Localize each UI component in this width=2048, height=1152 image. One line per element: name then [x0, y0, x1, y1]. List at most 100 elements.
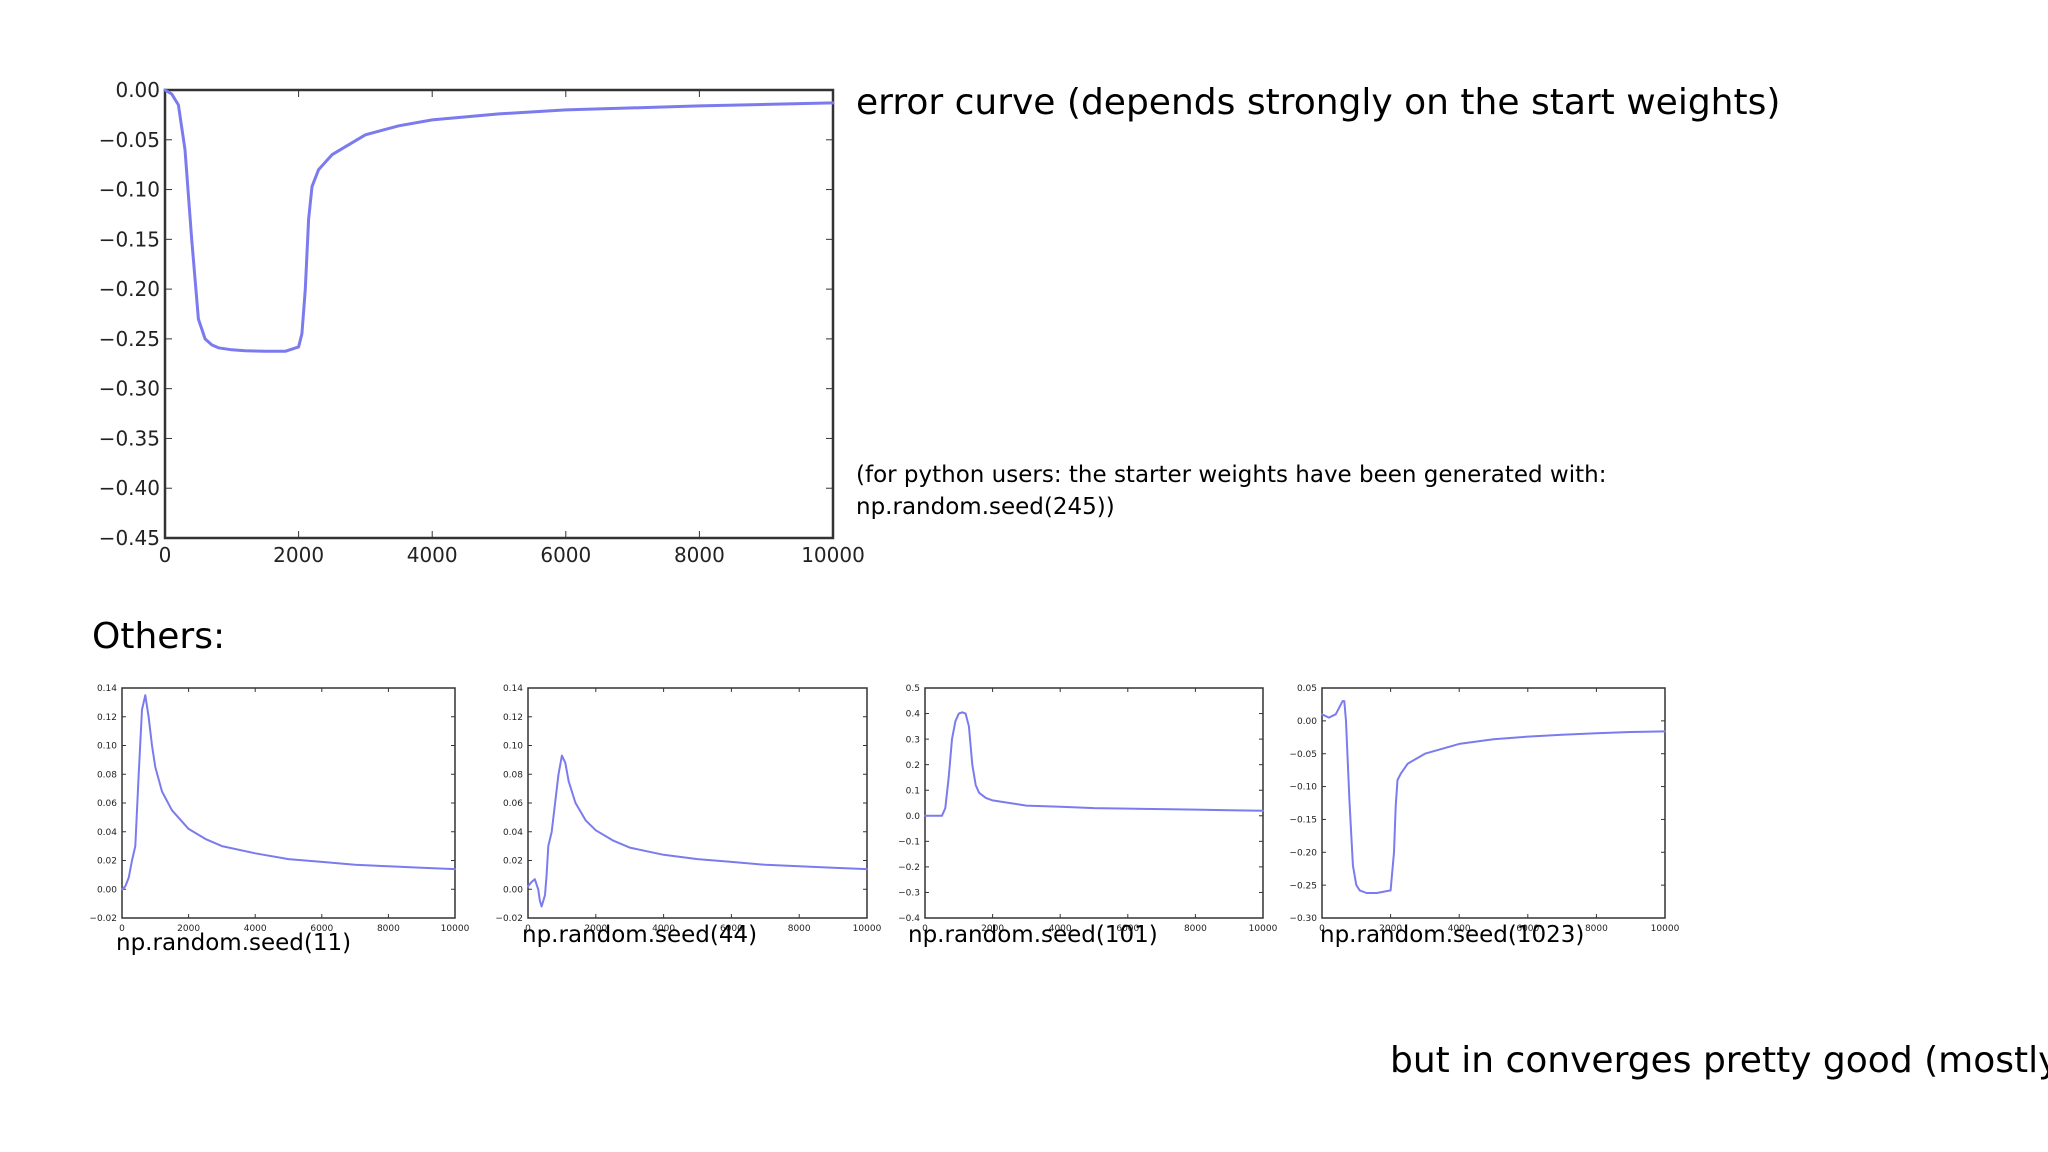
plot-frame: [527, 687, 868, 919]
x-tick-label: 0: [1319, 924, 1325, 934]
x-tick-label: 6000: [1516, 924, 1539, 934]
y-tick-label: −0.45: [99, 526, 160, 550]
slide-title: error curve (depends strongly on the sta…: [856, 82, 1781, 123]
y-tick-label: 0.0: [906, 812, 921, 822]
y-tick-label: 0.2: [906, 761, 920, 771]
series-line: [1321, 700, 1666, 894]
x-tick-label: 8000: [1184, 924, 1207, 934]
y-tick-label: 0.00: [115, 78, 160, 102]
x-tick-label: 10000: [853, 924, 882, 934]
x-tick-label: 6000: [720, 924, 743, 934]
y-tick-label: −0.3: [898, 889, 920, 899]
y-tick-label: 0.04: [97, 828, 117, 838]
caption-seed-44: np.random.seed(44): [522, 922, 758, 948]
y-tick-label: −0.40: [99, 476, 160, 500]
footer-text: but in converges pretty good (mostly…): [1390, 1040, 2048, 1081]
y-tick-label: 0.12: [97, 713, 117, 723]
x-tick-label: 8000: [674, 543, 725, 567]
y-tick-label: −0.02: [89, 914, 117, 924]
x-tick-label: 2000: [177, 924, 200, 934]
x-tick-label: 2000: [1379, 924, 1402, 934]
y-tick-label: 0.12: [503, 713, 523, 723]
others-label: Others:: [92, 616, 226, 657]
y-tick-label: 0.08: [503, 770, 523, 780]
x-tick-label: 8000: [377, 924, 400, 934]
x-tick-label: 2000: [981, 924, 1004, 934]
x-tick-label: 8000: [1585, 924, 1608, 934]
seed-1023-chart: 0 2000 4000 6000 8000 10000 −0.30 −0.25 −0.20 −0.…: [1289, 684, 1679, 934]
y-tick-label: −0.1: [898, 837, 920, 847]
x-tick-label: 4000: [407, 543, 458, 567]
x-tick-label: 10000: [441, 924, 470, 934]
main-error-curve-chart: 0 2000 4000 6000 8000 10000 0.00 −0.05 −0.10 −0.1…: [99, 78, 865, 567]
y-tick-label: 0.02: [97, 857, 117, 867]
x-tick-label: 6000: [540, 543, 591, 567]
caption-seed-1023: np.random.seed(1023): [1320, 922, 1585, 948]
y-tick-label: 0.06: [503, 799, 523, 809]
y-tick-label: 0.00: [97, 885, 117, 895]
caption-seed-11: np.random.seed(11): [116, 930, 352, 956]
plot-frame: [1321, 687, 1666, 919]
y-tick-label: 0.5: [906, 684, 920, 694]
y-tick-label: −0.05: [99, 128, 160, 152]
x-tick-label: 6000: [310, 924, 333, 934]
x-tick-label: 10000: [801, 543, 865, 567]
x-tick-label: 4000: [652, 924, 675, 934]
y-tick-label: −0.30: [1289, 914, 1317, 924]
y-tick-label: 0.14: [97, 684, 117, 694]
plot-frame: [121, 687, 456, 919]
y-tick-label: −0.15: [99, 227, 160, 251]
series-line: [121, 694, 456, 891]
y-tick-label: 0.3: [906, 735, 920, 745]
seed-11-chart: 0 2000 4000 6000 8000 10000 −0.02 0.00 0.02 0.04 0…: [89, 684, 469, 934]
y-tick-label: 0.08: [97, 770, 117, 780]
y-tick-label: 0.06: [97, 799, 117, 809]
x-tick-label: 4000: [1049, 924, 1072, 934]
seed-44-chart: 0 2000 4000 6000 8000 10000 −0.02 0.00 0.02 0.04 0…: [495, 684, 881, 934]
y-tick-label: −0.4: [898, 914, 920, 924]
x-tick-label: 8000: [788, 924, 811, 934]
y-tick-label: 0.10: [97, 742, 117, 752]
x-tick-label: 2000: [273, 543, 324, 567]
y-tick-label: −0.20: [1289, 848, 1317, 858]
y-tick-label: 0.04: [503, 828, 523, 838]
y-tick-label: −0.15: [1289, 816, 1317, 826]
y-tick-label: −0.02: [495, 914, 523, 924]
x-tick-label: 0: [525, 924, 531, 934]
y-tick-label: 0.10: [503, 742, 523, 752]
y-tick-label: 0.4: [906, 710, 921, 720]
y-tick-label: 0.00: [503, 885, 523, 895]
y-tick-label: −0.25: [1289, 881, 1317, 891]
x-tick-label: 0: [922, 924, 928, 934]
x-tick-label: 6000: [1116, 924, 1139, 934]
y-tick-label: −0.25: [99, 327, 160, 351]
y-tick-label: 0.02: [503, 857, 523, 867]
x-tick-label: 4000: [1448, 924, 1471, 934]
y-tick-label: −0.10: [99, 178, 160, 202]
x-tick-label: 10000: [1249, 924, 1278, 934]
plot-frame: [924, 687, 1264, 919]
x-tick-label: 0: [119, 924, 125, 934]
y-tick-label: 0.00: [1297, 717, 1317, 727]
y-tick-label: 0.1: [906, 786, 920, 796]
series-line: [527, 754, 868, 908]
x-tick-label: 4000: [244, 924, 267, 934]
x-tick-label: 2000: [584, 924, 607, 934]
y-tick-label: −0.2: [898, 863, 920, 873]
y-tick-label: −0.05: [1289, 750, 1317, 760]
plot-frame: [163, 88, 835, 540]
x-tick-label: 0: [159, 543, 172, 567]
series-line: [924, 711, 1264, 817]
y-tick-label: −0.30: [99, 377, 160, 401]
y-tick-label: −0.20: [99, 277, 160, 301]
y-tick-label: −0.10: [1289, 783, 1317, 793]
python-note-line-1: (for python users: the starter weights h…: [856, 462, 1607, 488]
caption-seed-101: np.random.seed(101): [908, 922, 1158, 948]
y-tick-label: 0.14: [503, 684, 523, 694]
python-note-line-2: np.random.seed(245)): [856, 494, 1115, 520]
y-tick-label: −0.35: [99, 426, 160, 450]
x-tick-label: 10000: [1651, 924, 1680, 934]
series-line: [163, 88, 835, 353]
seed-101-chart: 0 2000 4000 6000 8000 10000 −0.4 −0.3 −0.2 −0.1 0.…: [898, 684, 1277, 934]
